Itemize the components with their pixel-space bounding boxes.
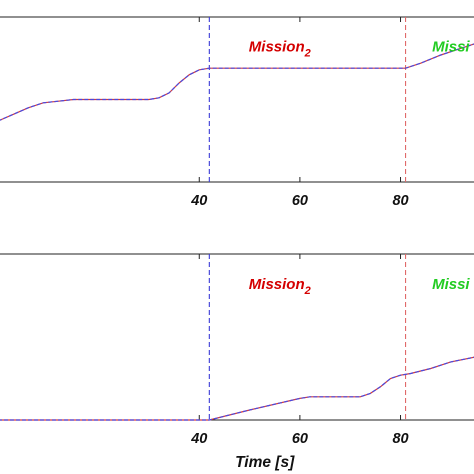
x-tick-label: 40 [190,193,207,209]
panel-2: 40 60 80 Mission2 Missi Time [s] [0,253,474,471]
series-line-1 [0,356,474,421]
x-tick-label: 80 [392,431,408,447]
annotation-subscript: 2 [304,285,311,297]
mission-annotation: Missi [432,39,470,56]
annotation-text: Mission [249,276,305,293]
series-line-2 [0,356,474,421]
axes-frame [0,16,474,183]
x-tick-label: 60 [292,431,308,447]
mission-annotation: Mission2 [249,39,311,60]
x-axis-title: Time [s] [235,454,295,471]
x-tick-label: 60 [292,193,308,209]
mission-annotation: Mission2 [249,276,311,297]
panel-1: 40 60 80 Mission2 Missi [0,16,474,209]
mission-annotation: Missi [432,276,470,293]
x-tick-label: 80 [392,193,408,209]
series-line-2 [0,43,474,121]
x-tick-label: 40 [190,431,207,447]
series-line-1 [0,43,474,121]
annotation-subscript: 2 [304,48,311,60]
annotation-text: Missi [432,276,470,293]
annotation-text: Mission [249,39,305,56]
annotation-text: Missi [432,39,470,56]
axes-frame [0,253,474,421]
